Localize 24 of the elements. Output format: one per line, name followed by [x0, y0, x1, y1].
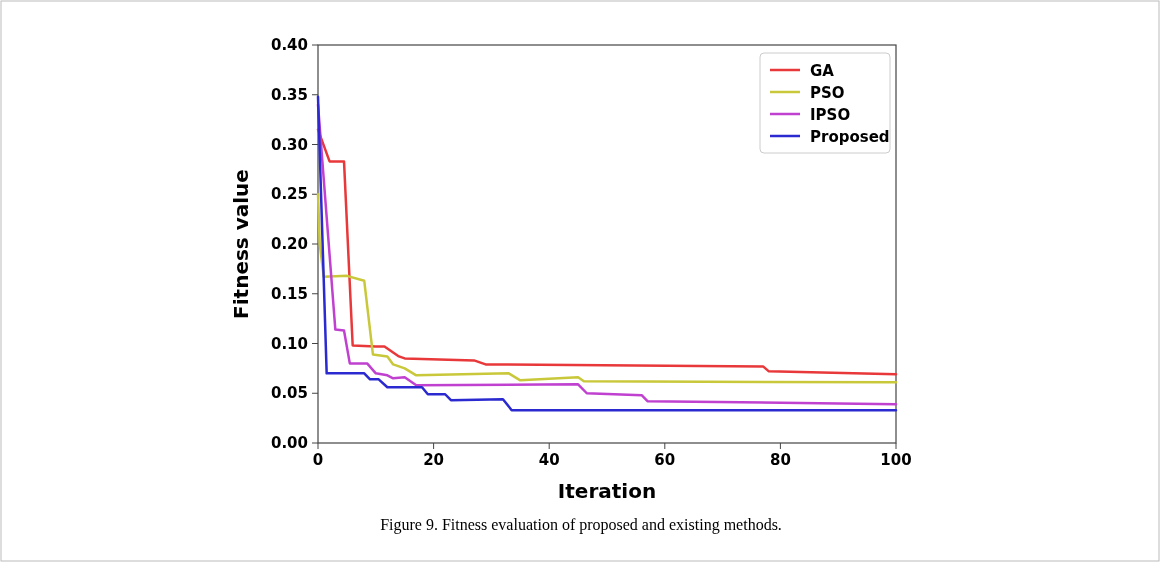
x-tick-label: 20 [423, 451, 445, 469]
x-tick-label: 80 [769, 451, 791, 469]
y-tick-label: 0.30 [270, 135, 308, 154]
y-tick-label: 0.15 [270, 284, 308, 303]
legend-label: PSO [810, 84, 845, 102]
y-tick-label: 0.35 [270, 85, 308, 104]
x-tick-label: 100 [880, 451, 912, 469]
y-tick-label: 0.10 [270, 334, 308, 353]
legend-label: IPSO [810, 106, 851, 124]
y-tick-label: 0.25 [270, 185, 308, 204]
y-tick-label: 0.05 [270, 384, 308, 403]
legend-label: Proposed [810, 128, 890, 146]
legend-label: GA [810, 62, 835, 80]
y-tick-label: 0.20 [270, 235, 308, 253]
y-tick-label: 0.40 [270, 36, 308, 54]
x-tick-label: 60 [654, 451, 676, 469]
y-axis-title: Fitness value [229, 169, 253, 319]
caption: Figure 9. Fitness evaluation of proposed and existing methods. [380, 516, 782, 534]
x-axis-title: Iteration [557, 479, 657, 503]
x-tick-label: 0 [312, 451, 324, 469]
line-series [316, 193, 898, 384]
x-tick-label: 40 [538, 451, 560, 469]
line-series [316, 128, 898, 376]
y-tick-label: 0.00 [270, 434, 308, 452]
